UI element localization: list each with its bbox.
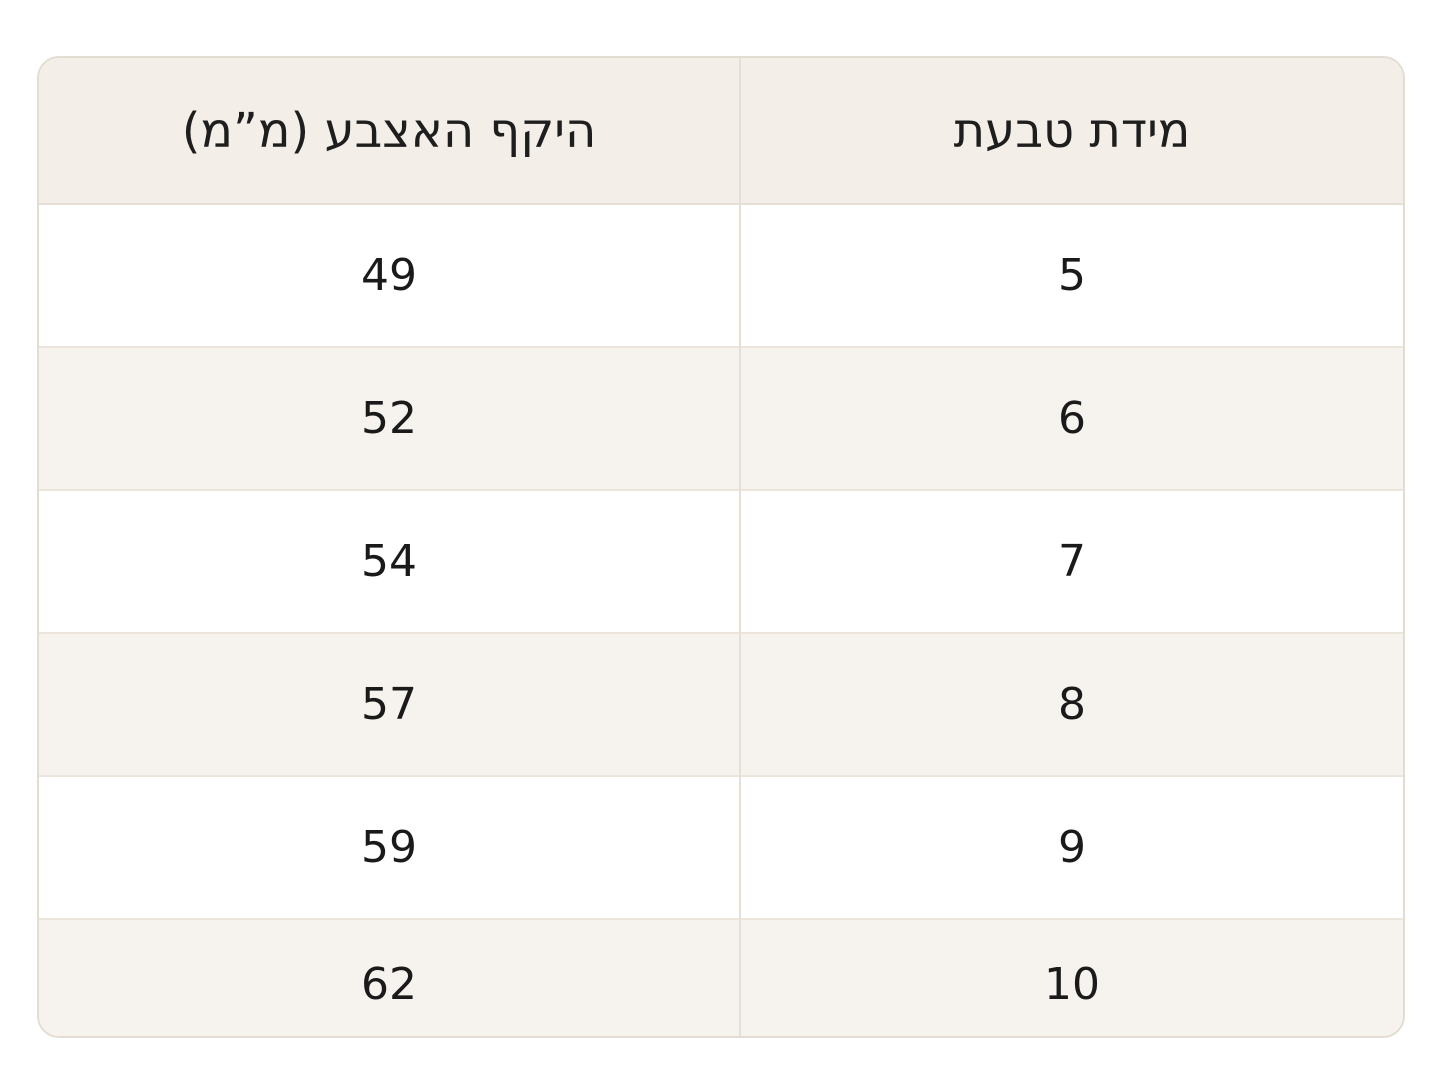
table-row: 5 49 bbox=[39, 204, 1403, 347]
header-ring-size: מידת טבעת bbox=[739, 58, 1403, 205]
table-body: 5 49 6 52 7 54 8 57 9 59 10 62 bbox=[39, 204, 1403, 1036]
circumference-cell: 54 bbox=[39, 489, 740, 633]
circumference-cell: 49 bbox=[361, 250, 417, 301]
table-row: 6 52 bbox=[39, 346, 1403, 490]
table-row: 10 62 bbox=[39, 918, 1403, 1036]
ring-size-cell: 5 bbox=[739, 204, 1403, 347]
circumference-cell: 59 bbox=[39, 775, 740, 919]
circumference-cell: 62 bbox=[39, 918, 740, 1036]
ring-size-cell: 8 bbox=[739, 632, 1403, 776]
ring-size-table: מידת טבעת היקף האצבע (מ”מ) 5 49 6 52 7 5… bbox=[39, 58, 1403, 1036]
table-header: מידת טבעת היקף האצבע (מ”מ) bbox=[39, 58, 1403, 205]
circumference-cell: 57 bbox=[39, 632, 740, 776]
table-row: 7 54 bbox=[39, 489, 1403, 633]
circumference-cell: 52 bbox=[39, 346, 740, 490]
ring-size-table-container: מידת טבעת היקף האצבע (מ”מ) 5 49 6 52 7 5… bbox=[37, 56, 1405, 1038]
ring-size-cell: 10 bbox=[739, 918, 1403, 1036]
ring-size-cell: 9 bbox=[739, 775, 1403, 919]
table-row: 9 59 bbox=[39, 775, 1403, 919]
header-row: מידת טבעת היקף האצבע (מ”מ) bbox=[39, 58, 1403, 205]
table-row: 8 57 bbox=[39, 632, 1403, 776]
header-circumference: היקף האצבע (מ”מ) bbox=[39, 58, 740, 205]
ring-size-cell: 7 bbox=[739, 489, 1403, 633]
ring-size-cell: 6 bbox=[739, 346, 1403, 490]
